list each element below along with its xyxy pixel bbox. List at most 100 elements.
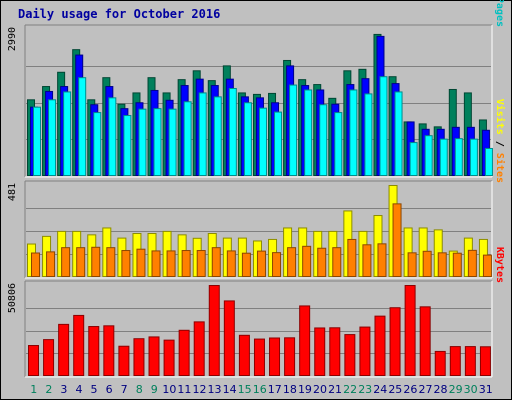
x-tick-label: 3 xyxy=(60,383,67,396)
sites-bar xyxy=(377,243,387,277)
pages-bar xyxy=(274,111,283,176)
sites-bar xyxy=(106,247,116,277)
sites-bar xyxy=(211,247,221,277)
pages-bar xyxy=(349,89,358,176)
sites-bar xyxy=(31,252,40,277)
visits-scale-label: 481 xyxy=(7,183,18,201)
sites-bar xyxy=(467,249,477,278)
x-tick-label: 30 xyxy=(464,383,478,396)
sites-bar xyxy=(196,250,206,278)
sites-bar xyxy=(302,245,312,278)
pages-bar xyxy=(78,77,87,176)
pages-bar xyxy=(304,89,313,176)
pages-bar xyxy=(258,107,267,176)
x-tick-label: 20 xyxy=(313,383,327,396)
pages-bar xyxy=(108,97,117,176)
kbytes-bar xyxy=(344,334,356,376)
pages-bar xyxy=(213,96,222,176)
pages-bar xyxy=(469,138,478,176)
kbytes-bar xyxy=(133,338,145,376)
pages-bar xyxy=(364,93,373,176)
sites-bar xyxy=(422,250,432,278)
visits-legend-item: / xyxy=(494,135,505,153)
x-tick-label: 27 xyxy=(418,383,432,396)
pages-bar xyxy=(439,138,448,176)
x-tick-label: 11 xyxy=(177,383,191,396)
sites-bar xyxy=(332,247,342,277)
pages-bar xyxy=(319,104,328,176)
pages-bar xyxy=(48,99,57,176)
pages-bar xyxy=(424,135,433,177)
pages-bar xyxy=(168,108,177,176)
x-tick-label: 25 xyxy=(388,383,402,396)
x-tick-label: 28 xyxy=(434,383,448,396)
kbytes-bar xyxy=(314,327,326,376)
pages-bar xyxy=(409,142,418,176)
x-tick-label: 6 xyxy=(106,383,113,396)
x-tick-label: 14 xyxy=(223,383,237,396)
sites-bar xyxy=(256,250,266,278)
pages-bar xyxy=(454,138,463,176)
sites-bar xyxy=(121,250,131,278)
x-tick-label: 23 xyxy=(358,383,372,396)
kbytes-bar xyxy=(284,337,296,376)
kbytes-bar xyxy=(253,338,265,377)
sites-bar xyxy=(347,238,357,278)
x-tick-label: 26 xyxy=(403,383,417,396)
kbytes-bar xyxy=(163,339,175,376)
sites-bar xyxy=(46,251,56,277)
kbytes-bar xyxy=(88,326,100,376)
kbytes-legend: KBytes xyxy=(494,247,505,283)
x-tick-label: 7 xyxy=(121,383,128,396)
kbytes-bar xyxy=(208,285,220,376)
kbytes-bar xyxy=(329,327,341,376)
kbytes-bar xyxy=(73,314,85,377)
kbytes-bar xyxy=(449,346,461,376)
pages-bar xyxy=(183,101,192,176)
visits-legend-item: Visits xyxy=(494,99,506,135)
sites-bar xyxy=(452,252,462,277)
pages-bar xyxy=(334,112,343,177)
x-tick-label: 21 xyxy=(328,383,342,396)
kbytes-bar xyxy=(389,307,401,377)
sites-bar xyxy=(287,247,297,277)
pages-bar xyxy=(93,112,102,177)
sites-bar xyxy=(362,244,372,277)
pages-bar xyxy=(63,91,72,176)
kbytes-legend-item: KBytes xyxy=(494,247,505,283)
kbytes-bar xyxy=(238,334,250,376)
sites-bar xyxy=(91,246,101,278)
sites-bar xyxy=(241,252,251,277)
x-tick-label: 31 xyxy=(479,383,493,396)
sites-bar xyxy=(76,247,86,277)
x-tick-label: 12 xyxy=(192,383,206,396)
kbytes-bar xyxy=(103,325,115,376)
x-tick-label: 19 xyxy=(298,383,312,396)
kbytes-bar xyxy=(58,323,70,376)
x-tick-label: 13 xyxy=(208,383,222,396)
pages-bar xyxy=(394,91,403,176)
kbytes-bar xyxy=(28,345,39,376)
x-tick-label: 2 xyxy=(45,383,52,396)
kbytes-bar xyxy=(299,305,311,376)
x-tick-label: 22 xyxy=(343,383,357,396)
kbytes-bar xyxy=(148,336,160,377)
x-tick-label: 18 xyxy=(283,383,297,396)
sites-bar xyxy=(407,252,417,277)
chart-title: Daily usage for October 2016 xyxy=(18,7,221,21)
x-tick-label: 29 xyxy=(449,383,463,396)
kbytes-bar xyxy=(359,326,371,376)
pages-bar xyxy=(138,108,147,176)
kbytes-bar xyxy=(434,350,446,377)
x-tick-label: 8 xyxy=(136,383,143,396)
x-tick-label: 5 xyxy=(91,383,98,396)
x-tick-label: 4 xyxy=(75,383,82,396)
sites-bar xyxy=(272,252,282,277)
x-tick-label: 24 xyxy=(373,383,387,396)
visits-legend-item: Sites xyxy=(494,153,506,183)
sites-bar xyxy=(317,247,327,277)
kbytes-bar xyxy=(193,321,205,377)
x-tick-label: 15 xyxy=(238,383,252,396)
sites-bar xyxy=(226,250,236,278)
